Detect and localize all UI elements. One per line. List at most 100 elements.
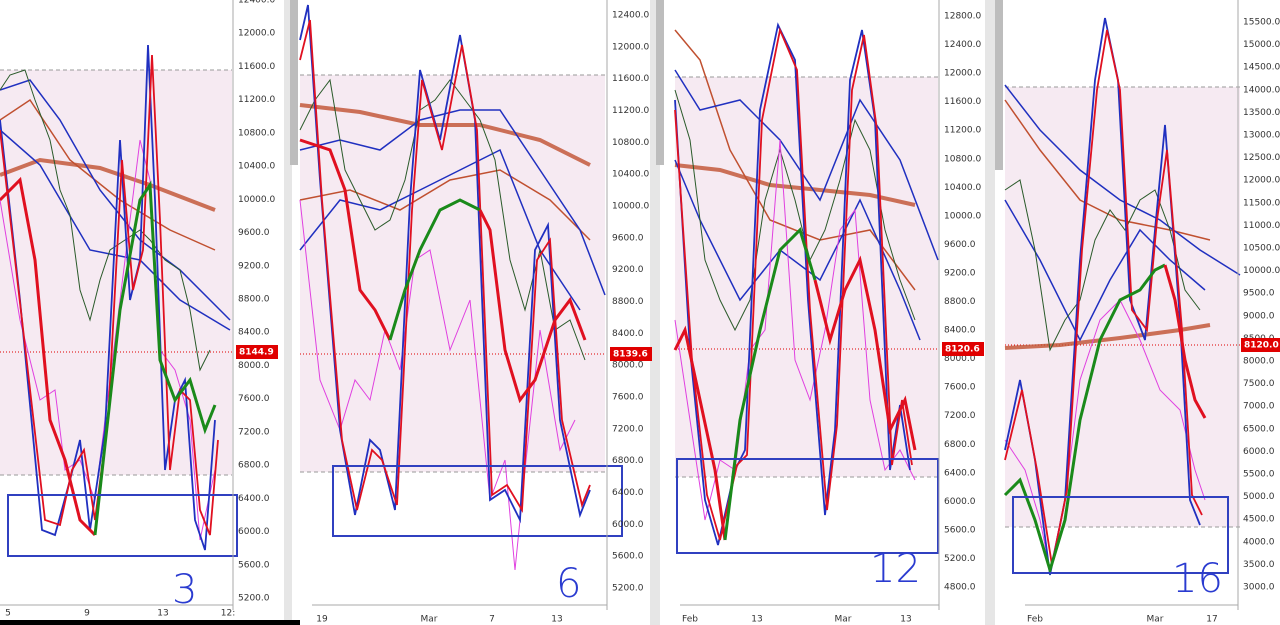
- chart-panel: [0, 44, 238, 557]
- date-label: 12:: [221, 609, 235, 619]
- price-label: 10000.0: [612, 202, 649, 212]
- chart-panel: [673, 22, 939, 554]
- price-label: 4500.0: [1243, 515, 1275, 525]
- price-tag: [236, 345, 278, 359]
- price-label: 6000.0: [612, 520, 644, 530]
- date-label: Mar: [421, 615, 438, 625]
- price: [1004, 179, 1201, 352]
- price-tag-text: 8144.9: [239, 348, 274, 358]
- price-label: 12000.0: [1243, 176, 1280, 186]
- price-label: 9500.0: [1243, 289, 1275, 299]
- price-label: 6500.0: [1243, 424, 1275, 434]
- price-label: 7200.0: [944, 411, 976, 421]
- separator: [985, 0, 995, 625]
- band: [1004, 199, 1206, 342]
- price-label: 4000.0: [1243, 537, 1275, 547]
- price-label: 4800.0: [944, 583, 976, 593]
- price-tag: [610, 347, 652, 361]
- price-label: 10400.0: [238, 162, 275, 172]
- price-label: 6800.0: [944, 440, 976, 450]
- price-tag: [942, 342, 984, 356]
- price-label: 12000.0: [238, 29, 275, 39]
- price-label: 6800.0: [238, 461, 270, 471]
- price-label: 6400.0: [238, 494, 270, 504]
- band: [1004, 84, 1241, 276]
- price-label: 6000.0: [944, 497, 976, 507]
- scroll-thumb[interactable]: [995, 0, 1003, 170]
- price-label: 8800.0: [238, 295, 270, 305]
- price-label: 5600.0: [944, 525, 976, 535]
- price-label: 15000.0: [1243, 40, 1280, 50]
- price-label: 8000.0: [1243, 357, 1275, 367]
- price-label: 10800.0: [944, 154, 981, 164]
- separator: [284, 0, 292, 625]
- price-label: 7500.0: [1243, 379, 1275, 389]
- price-label: 10000.0: [1243, 266, 1280, 276]
- price-label: 12000.0: [944, 69, 981, 79]
- band: [674, 159, 921, 341]
- price: [674, 89, 916, 332]
- date-label: 9: [84, 609, 90, 619]
- price-label: 11200.0: [612, 106, 649, 116]
- date-label: 7: [489, 615, 495, 625]
- price-label: 11600.0: [238, 62, 275, 72]
- separator: [650, 0, 660, 625]
- price-label: 12800.0: [944, 12, 981, 22]
- price-label: 8400.0: [612, 329, 644, 339]
- signal: [673, 325, 727, 541]
- price-label: 12500.0: [1243, 153, 1280, 163]
- price-label: 11600.0: [612, 74, 649, 84]
- signal: [478, 209, 587, 404]
- price-label: 6400.0: [944, 468, 976, 478]
- price-label: 8800.0: [944, 297, 976, 307]
- price-label: 11500.0: [1243, 198, 1280, 208]
- price-label: 7000.0: [1243, 402, 1275, 412]
- signal: [299, 138, 392, 341]
- handwritten-note: 3: [172, 567, 197, 613]
- price-label: 11000.0: [1243, 221, 1280, 231]
- price-label: 8000.0: [944, 354, 976, 364]
- signal: [813, 255, 917, 451]
- scroll-thumb[interactable]: [656, 0, 664, 165]
- price-label: 7600.0: [944, 383, 976, 393]
- price-label: 10000.0: [238, 195, 275, 205]
- price-label: 10400.0: [612, 170, 649, 180]
- price-label: 11600.0: [944, 97, 981, 107]
- highlight-box: [1012, 496, 1229, 574]
- date-label: Feb: [1027, 615, 1043, 625]
- highlight-box: [7, 494, 238, 557]
- band: [299, 109, 606, 296]
- scroll-thumb[interactable]: [290, 0, 298, 165]
- price-label: 7200.0: [612, 424, 644, 434]
- band: [674, 69, 939, 261]
- price-label: 5500.0: [1243, 470, 1275, 480]
- price-label: 5200.0: [238, 594, 270, 604]
- signal: [1003, 263, 1166, 576]
- signal: [93, 180, 217, 536]
- price-label: 9600.0: [944, 240, 976, 250]
- price-label: 5000.0: [1243, 492, 1275, 502]
- price-label: 9200.0: [612, 265, 644, 275]
- price-label: 7600.0: [238, 394, 270, 404]
- date-label: Mar: [1147, 615, 1164, 625]
- signal: [0, 176, 97, 537]
- oscillator: [0, 54, 219, 536]
- signal: [388, 198, 481, 341]
- handwritten-note: 12: [870, 546, 921, 592]
- price-label: 11200.0: [944, 126, 981, 136]
- ma: [674, 29, 916, 291]
- price-label: 7600.0: [612, 393, 644, 403]
- price-tag-text: 8139.6: [613, 350, 648, 360]
- price-label: 14500.0: [1243, 63, 1280, 73]
- price-label: 9000.0: [1243, 311, 1275, 321]
- price-label: 9600.0: [238, 228, 270, 238]
- ma: [299, 103, 591, 167]
- price-label: 12000.0: [612, 42, 649, 52]
- price-label: 8400.0: [944, 326, 976, 336]
- price-label: 3500.0: [1243, 560, 1275, 570]
- highlight-box: [332, 465, 623, 537]
- price-label: 6000.0: [238, 527, 270, 537]
- date-label: 13: [900, 615, 911, 625]
- price-label: 11200.0: [238, 95, 275, 105]
- price-label: 5600.0: [238, 560, 270, 570]
